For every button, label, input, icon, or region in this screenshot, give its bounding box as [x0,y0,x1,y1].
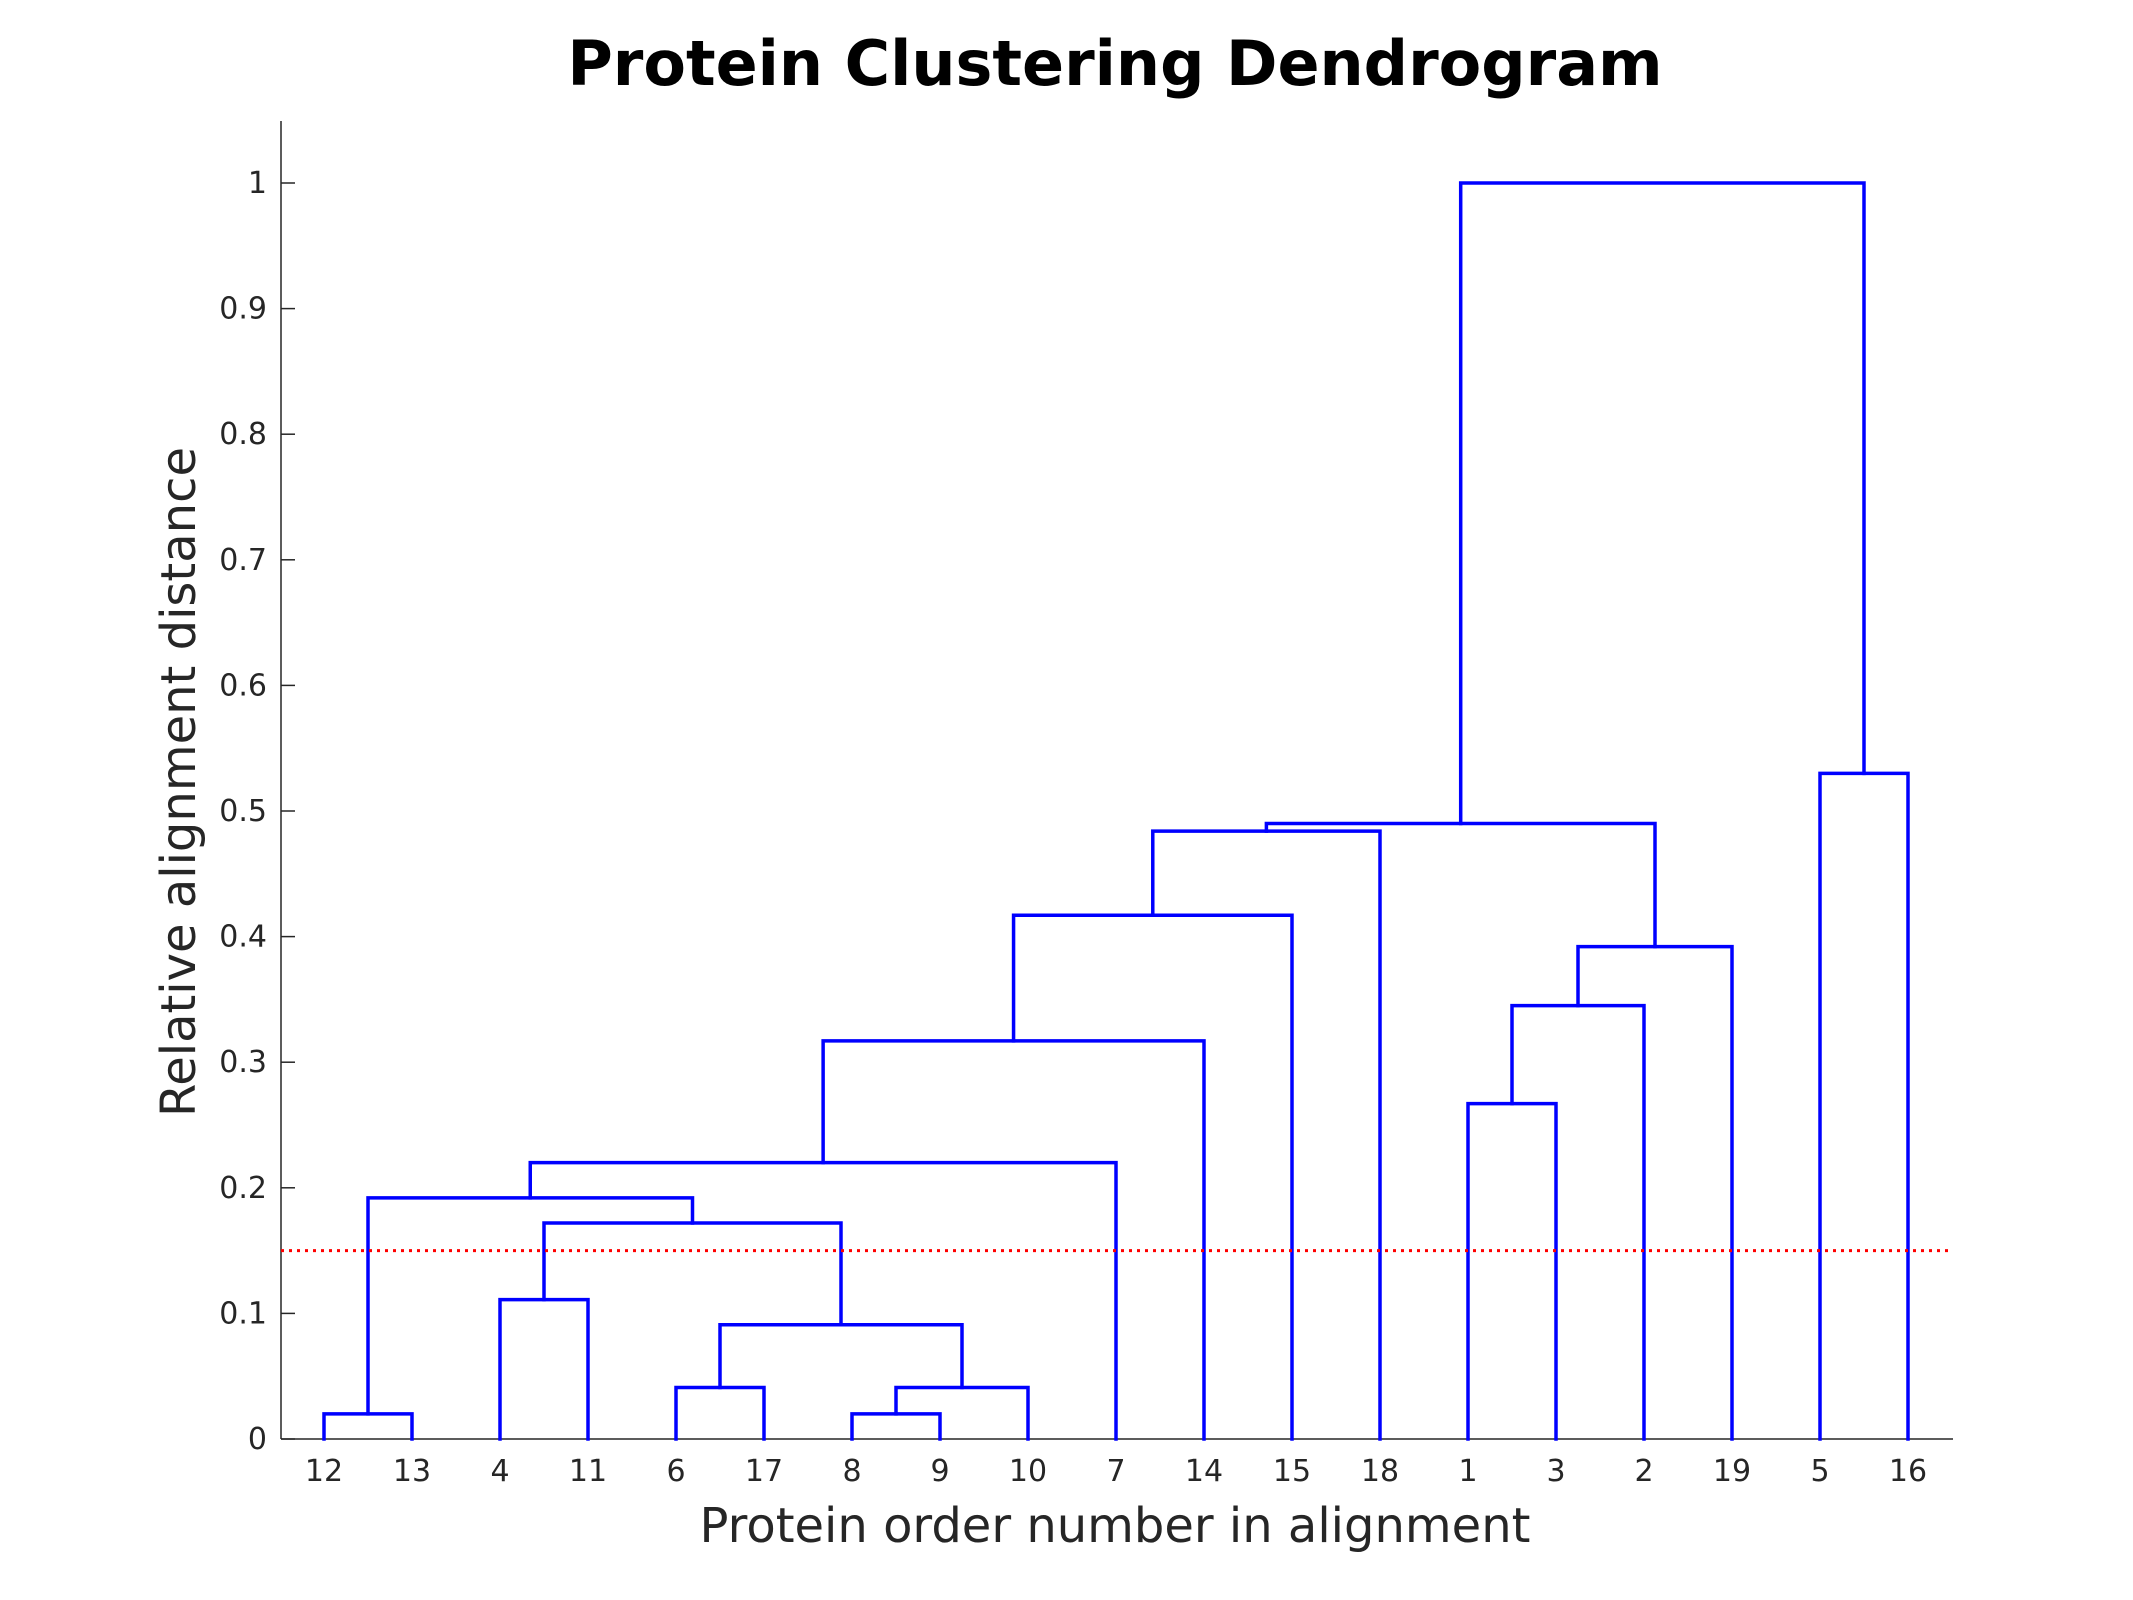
y-tick-label: 0.3 [219,1045,267,1080]
dendrogram-link-R [1458,181,1866,826]
x-tick-label: 19 [1713,1454,1751,1489]
x-tick-label: 14 [1185,1454,1223,1489]
y-tick-label: 0.6 [219,668,267,703]
dendrogram-link-C [674,1385,766,1441]
dendrogram-link-H [366,1196,695,1416]
x-tick-label: 12 [305,1454,343,1489]
y-tick-label: 1 [248,166,267,201]
y-axis-label: Relative alignment distance [151,447,207,1117]
x-tick-label: 9 [930,1454,949,1489]
x-tick-label: 6 [666,1454,685,1489]
x-tick-label: 17 [745,1454,783,1489]
y-tick-label: 0.4 [219,920,267,955]
x-tick-label: 1 [1458,1454,1477,1489]
x-tick-label: 16 [1889,1454,1927,1489]
x-tick-label: 15 [1273,1454,1311,1489]
x-axis-ticks: 12 13 4 11 6 17 8 9 10 7 14 15 18 1 3 2 19 5 16 [305,1425,1927,1489]
y-tick-label: 0.9 [219,292,267,327]
y-tick-label: 0 [248,1422,267,1457]
dendrogram-links [322,181,1910,1441]
x-tick-label: 5 [1810,1454,1829,1489]
dendrogram-link-D [850,1412,942,1441]
dendrogram-link-J [821,1039,1206,1441]
y-tick-label: 0.5 [219,794,267,829]
y-axis-ticks: 0 0.1 0.2 0.3 0.4 0.5 0.6 0.7 0.8 0.9 1 [219,166,295,1457]
y-tick-label: 0.2 [219,1171,267,1206]
dendrogram-link-P [1264,821,1657,949]
x-tick-label: 2 [1634,1454,1653,1489]
x-axis-label: Protein order number in alignment [700,1498,1531,1554]
y-tick-label: 0.1 [219,1296,267,1331]
x-tick-label: 3 [1546,1454,1565,1489]
y-tick-label: 0.7 [219,543,267,578]
chart-title: Protein Clustering Dendrogram [567,27,1662,100]
dendrogram-link-N [1510,1003,1646,1441]
dendrogram-link-A [322,1412,414,1441]
dendrogram-link-F [718,1322,964,1390]
x-tick-label: 11 [569,1454,607,1489]
y-tick-label: 0.8 [219,417,267,452]
x-tick-label: 8 [842,1454,861,1489]
x-tick-label: 10 [1009,1454,1047,1489]
dendrogram-link-K [1011,913,1294,1441]
x-tick-label: 18 [1361,1454,1399,1489]
dendrogram-link-B [498,1297,590,1441]
dendrogram-link-L [1151,829,1382,1441]
x-tick-label: 13 [393,1454,431,1489]
x-tick-label: 4 [490,1454,509,1489]
dendrogram-link-M [1466,1101,1558,1441]
dendrogram-link-Q [1818,771,1910,1441]
dendrogram-link-O [1576,944,1734,1441]
x-tick-label: 7 [1106,1454,1125,1489]
